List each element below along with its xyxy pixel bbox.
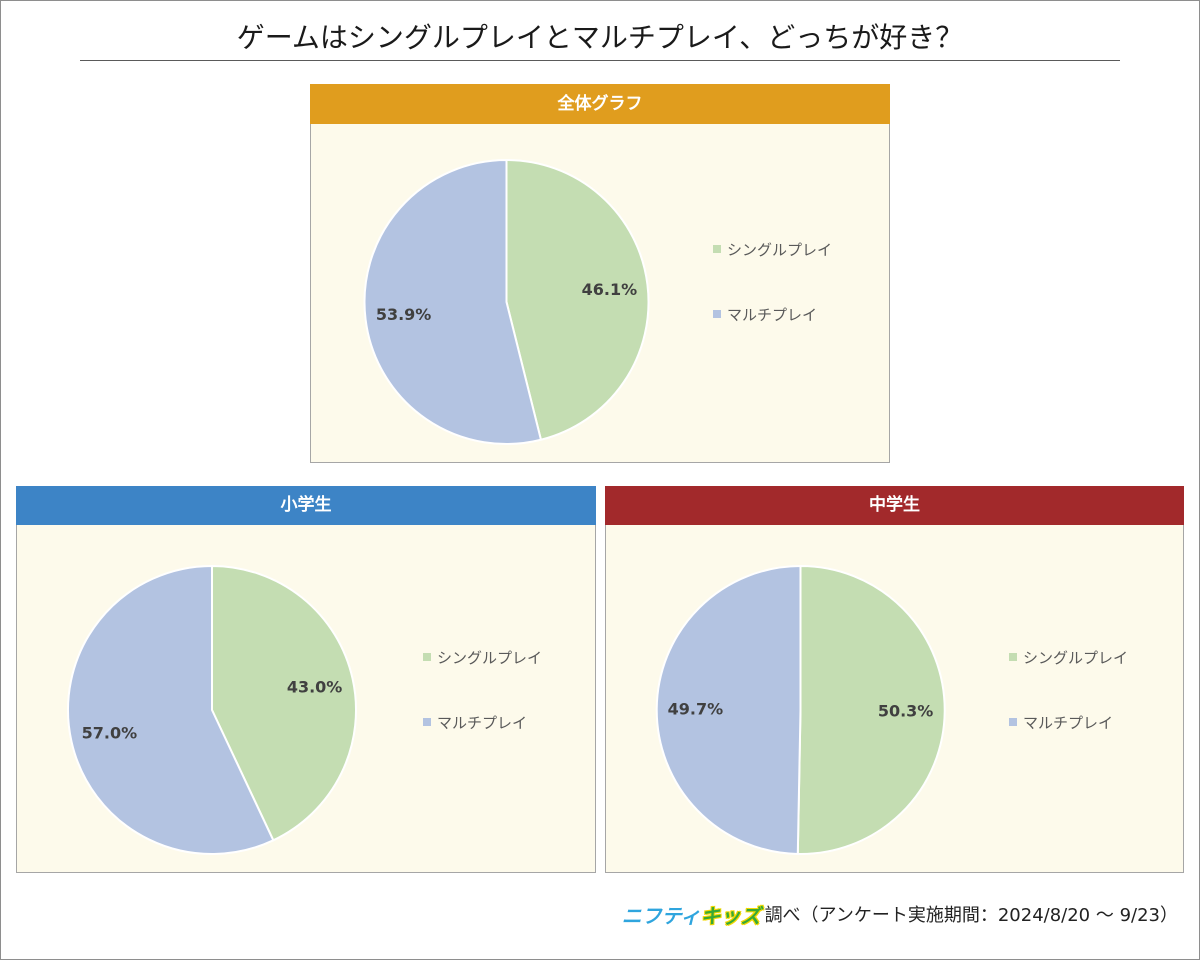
pie-chart-elementary: 43.0% 57.0%: [67, 565, 357, 855]
data-label-multi-play: 57.0%: [82, 723, 138, 742]
legend-label-multi-play: マルチプレイ: [437, 713, 528, 732]
legend-marker-single-play: [423, 653, 431, 661]
panel-elementary: 小学生 43.0% 57.0% シングルプレイ マルチプレイ: [16, 486, 596, 873]
legend-item-single-play: シングルプレイ: [713, 239, 832, 259]
panel-title-elementary: 小学生: [16, 486, 596, 525]
legend: シングルプレイ マルチプレイ: [713, 239, 878, 329]
page-title: ゲームはシングルプレイとマルチプレイ、どっちが好き？: [236, 21, 964, 54]
panel-junior-high: 中学生 50.3% 49.7% シングルプレイ マルチプレイ: [605, 486, 1184, 873]
panel-body-elementary: 43.0% 57.0% シングルプレイ マルチプレイ: [16, 525, 596, 873]
data-label-single-play: 46.1%: [582, 280, 638, 299]
data-label-multi-play: 53.9%: [376, 305, 432, 324]
legend-marker-single-play: [1009, 653, 1017, 661]
panel-body-junior-high: 50.3% 49.7% シングルプレイ マルチプレイ: [605, 525, 1184, 873]
legend-label-single-play: シングルプレイ: [1023, 648, 1129, 667]
panel-body-overall: 46.1% 53.9% シングルプレイ マルチプレイ: [310, 124, 890, 463]
legend-label-single-play: シングルプレイ: [727, 240, 833, 259]
legend-marker-single-play: [713, 245, 721, 253]
legend-item-multi-play: マルチプレイ: [1009, 712, 1113, 732]
pie-chart-junior-high: 50.3% 49.7%: [655, 565, 946, 855]
legend-label-single-play: シングルプレイ: [437, 648, 543, 667]
pie-chart-overall: 46.1% 53.9%: [363, 159, 650, 445]
pie-slice-multi-play: [363, 159, 542, 445]
legend: シングルプレイ マルチプレイ: [423, 647, 588, 737]
legend-label-multi-play: マルチプレイ: [1023, 713, 1114, 732]
panel-title-junior-high: 中学生: [605, 486, 1184, 525]
panel-title-overall: 全体グラフ: [310, 84, 890, 124]
legend-item-multi-play: マルチプレイ: [423, 712, 527, 732]
legend-item-single-play: シングルプレイ: [1009, 647, 1128, 667]
legend-marker-multi-play: [713, 310, 721, 318]
legend-marker-multi-play: [423, 718, 431, 726]
panel-overall: 全体グラフ 46.1% 53.9% シングルプレイ マルチプレイ: [310, 84, 890, 463]
nifty-kids-logo: ニフティ キッズ: [622, 900, 761, 929]
pie-slice-multi-play: [655, 565, 802, 855]
logo-text-nifty: ニフティ: [621, 903, 701, 928]
data-label-single-play: 50.3%: [878, 702, 934, 721]
legend: シングルプレイ マルチプレイ: [1009, 647, 1174, 737]
legend-marker-multi-play: [1009, 718, 1017, 726]
legend-label-multi-play: マルチプレイ: [727, 305, 818, 324]
legend-item-single-play: シングルプレイ: [423, 647, 542, 667]
pie-slice-single-play: [211, 565, 357, 842]
pie-slice-single-play: [505, 159, 650, 441]
survey-credit: 調べ（アンケート実施期間：2024/8/20 ～ 9/23）: [764, 905, 1178, 926]
pie-slice-single-play: [796, 565, 946, 855]
footer-source: ニフティ キッズ 調べ（アンケート実施期間：2024/8/20 ～ 9/23）: [622, 900, 1178, 928]
legend-item-multi-play: マルチプレイ: [713, 304, 817, 324]
data-label-multi-play: 49.7%: [668, 700, 724, 719]
logo-text-kids: キッズ: [700, 903, 761, 928]
title-underline: [80, 60, 1120, 61]
pie-slice-multi-play: [67, 565, 275, 855]
data-label-single-play: 43.0%: [287, 678, 343, 697]
